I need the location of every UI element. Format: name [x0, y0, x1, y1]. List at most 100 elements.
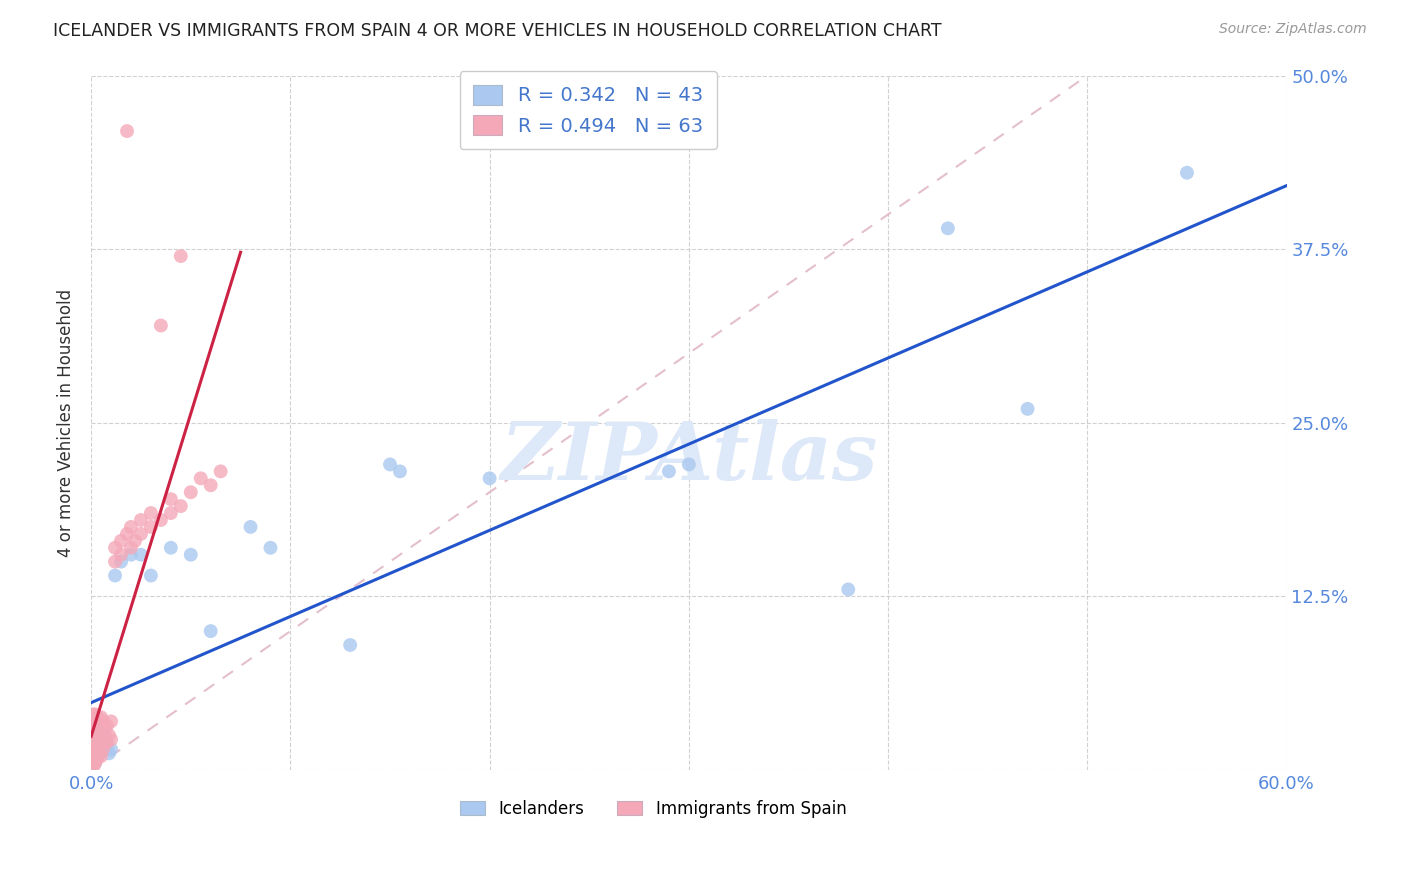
Point [478, 471, 501, 485]
Point [190, 471, 212, 485]
Point [170, 499, 193, 513]
Point [84, 728, 107, 742]
Point [82, 722, 104, 736]
Point [82, 728, 104, 742]
Point [149, 318, 172, 333]
Point [100, 714, 122, 729]
Point [120, 520, 142, 534]
Point [91, 728, 114, 742]
Point [160, 492, 183, 507]
Point [239, 520, 262, 534]
Point [124, 533, 146, 548]
Point [678, 458, 700, 472]
Point [82, 756, 104, 770]
Point [180, 548, 202, 562]
Point [90, 732, 112, 747]
Point [82, 749, 104, 764]
Point [115, 527, 138, 541]
Point [87, 738, 110, 752]
Point [84, 738, 107, 752]
Point [87, 714, 110, 729]
Point [82, 735, 104, 749]
Point [82, 714, 104, 729]
Point [84, 707, 107, 722]
Point [259, 541, 281, 555]
Point [82, 740, 104, 755]
Point [87, 728, 110, 742]
Point [1175, 166, 1198, 180]
Point [96, 742, 118, 756]
Point [90, 738, 112, 752]
Point [98, 728, 121, 742]
Point [100, 742, 122, 756]
Point [120, 548, 142, 562]
Point [82, 707, 104, 722]
Point [100, 732, 122, 747]
Point [87, 747, 110, 761]
Point [86, 749, 108, 764]
Point [82, 747, 104, 761]
Point [115, 124, 138, 138]
Point [209, 464, 232, 478]
Point [82, 742, 104, 756]
Point [200, 624, 222, 639]
Point [84, 714, 107, 729]
Point [180, 485, 202, 500]
Point [378, 458, 401, 472]
Point [139, 520, 162, 534]
Point [139, 506, 162, 520]
Point [658, 464, 681, 478]
Point [170, 249, 193, 263]
Point [110, 533, 132, 548]
Point [339, 638, 361, 652]
Point [82, 760, 104, 774]
Point [87, 728, 110, 742]
Point [139, 568, 162, 582]
Point [104, 541, 127, 555]
Text: ICELANDER VS IMMIGRANTS FROM SPAIN 4 OR MORE VEHICLES IN HOUSEHOLD CORRELATION C: ICELANDER VS IMMIGRANTS FROM SPAIN 4 OR … [53, 22, 942, 40]
Point [91, 714, 114, 729]
Text: Source: ZipAtlas.com: Source: ZipAtlas.com [1219, 22, 1367, 37]
Point [86, 735, 108, 749]
Point [87, 742, 110, 756]
Point [86, 742, 108, 756]
Point [160, 541, 183, 555]
Point [98, 747, 121, 761]
Point [84, 756, 107, 770]
Point [82, 728, 104, 742]
Point [90, 710, 112, 724]
Point [84, 735, 107, 749]
Point [200, 478, 222, 492]
Point [129, 548, 152, 562]
Point [160, 506, 183, 520]
Point [84, 747, 107, 761]
Point [86, 722, 108, 736]
Point [84, 718, 107, 732]
Point [84, 756, 107, 770]
Y-axis label: 4 or more Vehicles in Household: 4 or more Vehicles in Household [58, 289, 75, 557]
Point [82, 756, 104, 770]
Point [96, 718, 118, 732]
Point [129, 527, 152, 541]
Point [86, 722, 108, 736]
Point [120, 541, 142, 555]
Point [149, 513, 172, 527]
Point [86, 732, 108, 747]
Point [110, 548, 132, 562]
Point [84, 742, 107, 756]
Point [86, 752, 108, 766]
Text: ZIPAtlas: ZIPAtlas [501, 418, 877, 496]
Point [84, 728, 107, 742]
Point [91, 742, 114, 756]
Point [96, 735, 118, 749]
Point [82, 722, 104, 736]
Point [1017, 401, 1039, 416]
Point [94, 722, 117, 736]
Point [84, 749, 107, 764]
Point [82, 735, 104, 749]
Point [91, 735, 114, 749]
Point [837, 582, 859, 597]
Point [90, 749, 112, 764]
Point [90, 724, 112, 739]
Point [90, 742, 112, 756]
